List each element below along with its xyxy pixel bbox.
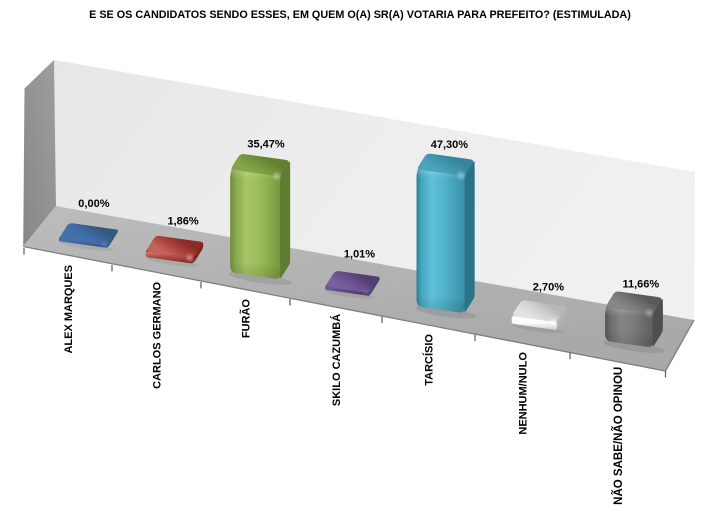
svg-text:NÃO SABE/NÃO OPINOU: NÃO SABE/NÃO OPINOU — [612, 367, 625, 505]
svg-text:1,01%: 1,01% — [344, 249, 375, 261]
svg-text:E SE OS CANDIDATOS SENDO ESSES: E SE OS CANDIDATOS SENDO ESSES, EM QUEM … — [89, 9, 631, 21]
svg-text:TARCÍSIO: TARCÍSIO — [423, 334, 436, 386]
svg-text:NENHUM/NULO: NENHUM/NULO — [518, 352, 530, 435]
svg-text:35,47%: 35,47% — [247, 139, 285, 151]
svg-text:SKILO CAZUMBÁ: SKILO CAZUMBÁ — [330, 314, 343, 406]
svg-text:ALEX MARQUES: ALEX MARQUES — [63, 265, 75, 354]
svg-text:1,86%: 1,86% — [167, 215, 198, 227]
svg-text:2,70%: 2,70% — [533, 282, 564, 294]
svg-text:47,30%: 47,30% — [431, 139, 469, 151]
svg-text:FURÃO: FURÃO — [240, 299, 253, 339]
svg-text:11,66%: 11,66% — [622, 279, 659, 291]
svg-text:CARLOS GERMANO: CARLOS GERMANO — [152, 281, 164, 388]
svg-text:0,00%: 0,00% — [78, 198, 109, 210]
